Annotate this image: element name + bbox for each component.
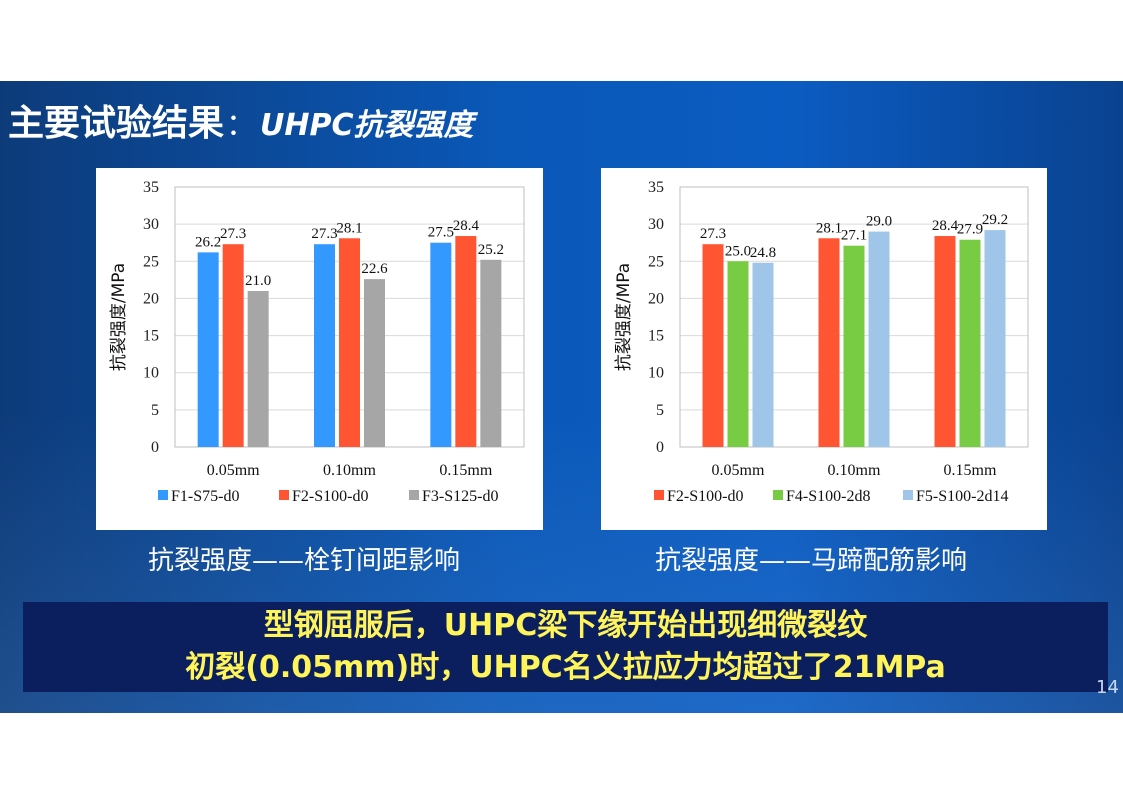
data-label: 27.9 — [957, 222, 983, 238]
bar-F5-S100-2d14-0.05mm — [752, 262, 774, 447]
caption-horseshoe-rebar: 抗裂强度——马蹄配筋影响 — [655, 546, 968, 576]
title-subtitle: UHPC抗裂强度 — [260, 108, 474, 143]
y-tick-label: 35 — [143, 179, 159, 196]
legend-swatch — [409, 490, 419, 500]
y-tick-label: 10 — [648, 365, 664, 382]
legend-entry: F5-S100-2d14 — [916, 488, 1008, 505]
bar-F1-S75-d0-0.05mm — [197, 252, 219, 447]
data-label: 28.1 — [816, 220, 842, 236]
x-tick-label: 0.05mm — [207, 462, 260, 479]
data-label: 29.0 — [866, 214, 892, 230]
bar-F2-S100-d0-0.05mm — [702, 244, 724, 447]
chart-horseshoe-rebar: 0 5 10 15 20 25 30 35 抗裂强度/MPa 27.3 25.0 24.8 0.05mm… — [601, 168, 1047, 530]
bar-F1-S75-d0-0.15mm — [430, 242, 452, 447]
banner-line-2: 初裂(0.05mm)时，UHPC名义拉应力均超过了21MPa — [185, 650, 946, 685]
bar-F4-S100-2d8-0.05mm — [727, 261, 749, 447]
data-label: 27.5 — [428, 225, 454, 241]
legend-swatch — [158, 490, 168, 500]
bar-F2-S100-d0-0.15mm — [934, 236, 956, 447]
y-tick-label: 0 — [656, 439, 664, 456]
data-label: 22.6 — [361, 261, 388, 277]
y-axis-label: 抗裂强度/MPa — [109, 263, 129, 371]
conclusion-banner: 型钢屈服后，UHPC梁下缘开始出现细微裂纹 初裂(0.05mm)时，UHPC名义… — [23, 602, 1108, 692]
chart-2-svg: 0 5 10 15 20 25 30 35 抗裂强度/MPa 27.325.024.8 0.05mm… — [614, 179, 1029, 505]
legend-entry: F3-S125-d0 — [422, 488, 498, 505]
y-tick-label: 5 — [656, 402, 664, 419]
data-label: 26.2 — [195, 234, 221, 250]
data-label: 24.8 — [750, 245, 776, 261]
data-label: 28.4 — [932, 218, 959, 234]
page-number: 14 — [1096, 677, 1119, 698]
bar-F3-S125-d0-0.10mm — [364, 279, 385, 447]
slide-title: 主要试验结果： UHPC抗裂强度 — [8, 99, 474, 149]
y-tick-label: 30 — [143, 216, 159, 233]
y-tick-label: 20 — [143, 290, 159, 307]
legend-entry: F1-S75-d0 — [171, 488, 239, 505]
bar-F2-S100-d0-0.10mm — [818, 238, 840, 447]
bar-F2-S100-d0-0.05mm — [222, 244, 244, 447]
legend-entry: F4-S100-2d8 — [786, 488, 870, 505]
data-label: 25.0 — [725, 243, 751, 259]
x-tick-label: 0.10mm — [828, 462, 881, 479]
y-tick-label: 25 — [648, 253, 664, 270]
data-label: 21.0 — [245, 273, 271, 289]
data-label: 29.2 — [982, 212, 1008, 228]
y-axis-label: 抗裂强度/MPa — [614, 263, 634, 371]
legend-entry: F2-S100-d0 — [292, 488, 368, 505]
legend-entry: F2-S100-d0 — [667, 488, 743, 505]
legend-swatch — [279, 490, 289, 500]
x-tick-label: 0.10mm — [323, 462, 376, 479]
y-tick-label: 15 — [648, 328, 664, 345]
data-label: 28.1 — [336, 220, 362, 236]
data-label: 27.3 — [220, 226, 246, 242]
y-tick-label: 30 — [648, 216, 664, 233]
x-tick-label: 0.05mm — [712, 462, 765, 479]
legend-swatch — [903, 490, 913, 500]
bar-F1-S75-d0-0.10mm — [314, 244, 335, 447]
data-label: 27.3 — [700, 226, 726, 242]
data-label: 27.3 — [311, 226, 337, 242]
x-tick-label: 0.15mm — [944, 462, 997, 479]
y-tick-label: 0 — [151, 439, 159, 456]
chart-1-svg: 05101520253035抗裂强度/MPa26.227.321.00.05mm… — [109, 179, 525, 505]
caption-stud-spacing: 抗裂强度——栓钉间距影响 — [148, 546, 461, 576]
bar-F5-S100-2d14-0.10mm — [868, 231, 890, 447]
title-main: 主要试验结果 — [8, 103, 225, 144]
x-tick-label: 0.15mm — [439, 462, 492, 479]
data-label: 28.4 — [453, 218, 480, 234]
y-tick-label: 35 — [648, 179, 664, 196]
y-tick-label: 20 — [648, 290, 664, 307]
title-separator: ： — [226, 108, 257, 143]
chart-stud-spacing: 0 5 10 15 20 25 30 35 抗裂强度/MPa 26.2 27.3 21.0 0.05mm… — [96, 168, 543, 530]
slide-background: 主要试验结果： UHPC抗裂强度 0 5 10 15 20 25 30 35 抗裂强度/MPa 26… — [0, 81, 1123, 713]
y-tick-label: 5 — [151, 402, 159, 419]
bar-F3-S125-d0-0.15mm — [480, 259, 502, 447]
bar-F3-S125-d0-0.05mm — [247, 291, 269, 447]
y-tick-label: 10 — [143, 365, 159, 382]
data-label: 27.1 — [841, 228, 867, 244]
bar-F5-S100-2d14-0.15mm — [984, 230, 1006, 447]
legend-swatch — [773, 490, 783, 500]
y-tick-label: 15 — [143, 328, 159, 345]
bar-F4-S100-2d8-0.10mm — [843, 245, 865, 447]
banner-line-1: 型钢屈服后，UHPC梁下缘开始出现细微裂纹 — [263, 608, 868, 643]
bar-F4-S100-2d8-0.15mm — [959, 239, 981, 447]
y-tick-label: 25 — [143, 253, 159, 270]
bar-F2-S100-d0-0.10mm — [339, 238, 360, 447]
data-label: 25.2 — [478, 242, 504, 258]
legend-swatch — [654, 490, 664, 500]
bar-F2-S100-d0-0.15mm — [455, 236, 477, 447]
